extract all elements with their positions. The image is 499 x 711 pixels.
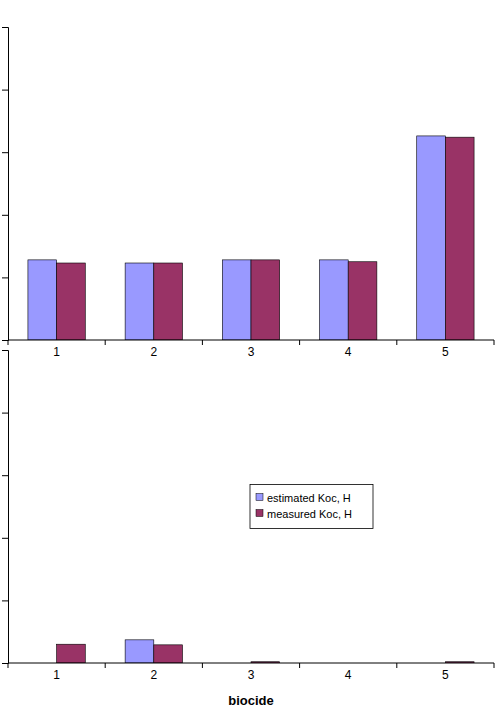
- bars: [57, 640, 474, 663]
- tick: [2, 90, 8, 91]
- tick-label: 3: [248, 668, 255, 682]
- tick: 5: [442, 663, 449, 682]
- tick: 4: [345, 663, 352, 682]
- tick: [2, 600, 8, 601]
- bar: [154, 645, 183, 663]
- axis-line: [2, 351, 9, 664]
- category-divider: [299, 340, 300, 345]
- tick-mark: [2, 350, 8, 351]
- bar: [28, 260, 57, 340]
- category-divider: [202, 663, 203, 668]
- legend: estimated Koc, H measured Koc, H: [250, 485, 373, 529]
- bar: [125, 263, 154, 340]
- tick-label: 2: [150, 345, 157, 359]
- bar: [57, 263, 86, 340]
- bar: [251, 260, 280, 340]
- category-divider: [494, 663, 495, 668]
- category-divider: [299, 663, 300, 668]
- bar: [417, 136, 446, 340]
- legend-label: estimated Koc, H: [267, 492, 351, 504]
- tick: 3: [248, 340, 255, 359]
- tick: [2, 538, 8, 539]
- tick: [2, 340, 8, 341]
- bar: [57, 644, 86, 663]
- tick: 1: [53, 663, 60, 682]
- tick-mark: [2, 663, 8, 664]
- category-divider: [494, 340, 495, 345]
- tick: [2, 215, 8, 216]
- tick: 4: [345, 340, 352, 359]
- tick: 5: [442, 340, 449, 359]
- tick-mark: [2, 600, 8, 601]
- panel: 1 2 3 4 5: [2, 28, 494, 360]
- axis-line: [2, 28, 9, 341]
- category-divider: [8, 340, 9, 345]
- tick-mark: [2, 27, 8, 28]
- chart-root: 1 2 3 4 5 1 2 3 4 5 biocide estimated Koc, H measure…: [0, 0, 499, 711]
- x-axis-title: biocide: [228, 693, 274, 708]
- axis-line: [8, 663, 494, 664]
- legend-box: [250, 485, 373, 529]
- tick-mark: [2, 340, 8, 341]
- tick-label: 4: [345, 668, 352, 682]
- tick-mark: [2, 413, 8, 414]
- category-divider: [202, 340, 203, 345]
- tick-mark: [2, 538, 8, 539]
- tick-label: 2: [150, 668, 157, 682]
- tick: [2, 277, 8, 278]
- y-axis: [2, 28, 9, 341]
- category-divider: [396, 340, 397, 345]
- category-divider: [396, 663, 397, 668]
- tick: 1: [53, 340, 60, 359]
- tick-mark: [2, 475, 8, 476]
- x-axis: 1 2 3 4 5: [8, 663, 494, 682]
- x-axis: 1 2 3 4 5: [8, 340, 494, 359]
- tick: [2, 475, 8, 476]
- tick: [2, 152, 8, 153]
- tick: [2, 350, 8, 351]
- bars: [28, 136, 474, 340]
- tick-label: 4: [345, 345, 352, 359]
- bar: [348, 262, 377, 340]
- tick: [2, 27, 8, 28]
- legend-swatch: [256, 494, 263, 501]
- tick-mark: [2, 215, 8, 216]
- bar: [445, 137, 474, 340]
- tick: 2: [150, 340, 157, 359]
- tick-mark: [2, 277, 8, 278]
- bar: [154, 263, 183, 340]
- tick: [2, 413, 8, 414]
- tick-label: 1: [53, 345, 60, 359]
- tick: 3: [248, 663, 255, 682]
- tick-label: 1: [53, 668, 60, 682]
- tick-label: 3: [248, 345, 255, 359]
- y-axis: [2, 351, 9, 664]
- legend-swatch: [256, 510, 263, 517]
- tick-label: 5: [442, 345, 449, 359]
- category-divider: [105, 340, 106, 345]
- bar: [222, 260, 251, 340]
- tick-label: 5: [442, 668, 449, 682]
- axis-line: [8, 340, 494, 341]
- bar: [125, 640, 154, 663]
- category-divider: [8, 663, 9, 668]
- bar: [320, 260, 349, 340]
- tick-mark: [2, 152, 8, 153]
- tick: [2, 663, 8, 664]
- tick-mark: [2, 90, 8, 91]
- panel: 1 2 3 4 5 biocide estimated Koc, H measured Koc…: [2, 351, 494, 709]
- tick: 2: [150, 663, 157, 682]
- category-divider: [105, 663, 106, 668]
- legend-label: measured Koc, H: [267, 508, 352, 520]
